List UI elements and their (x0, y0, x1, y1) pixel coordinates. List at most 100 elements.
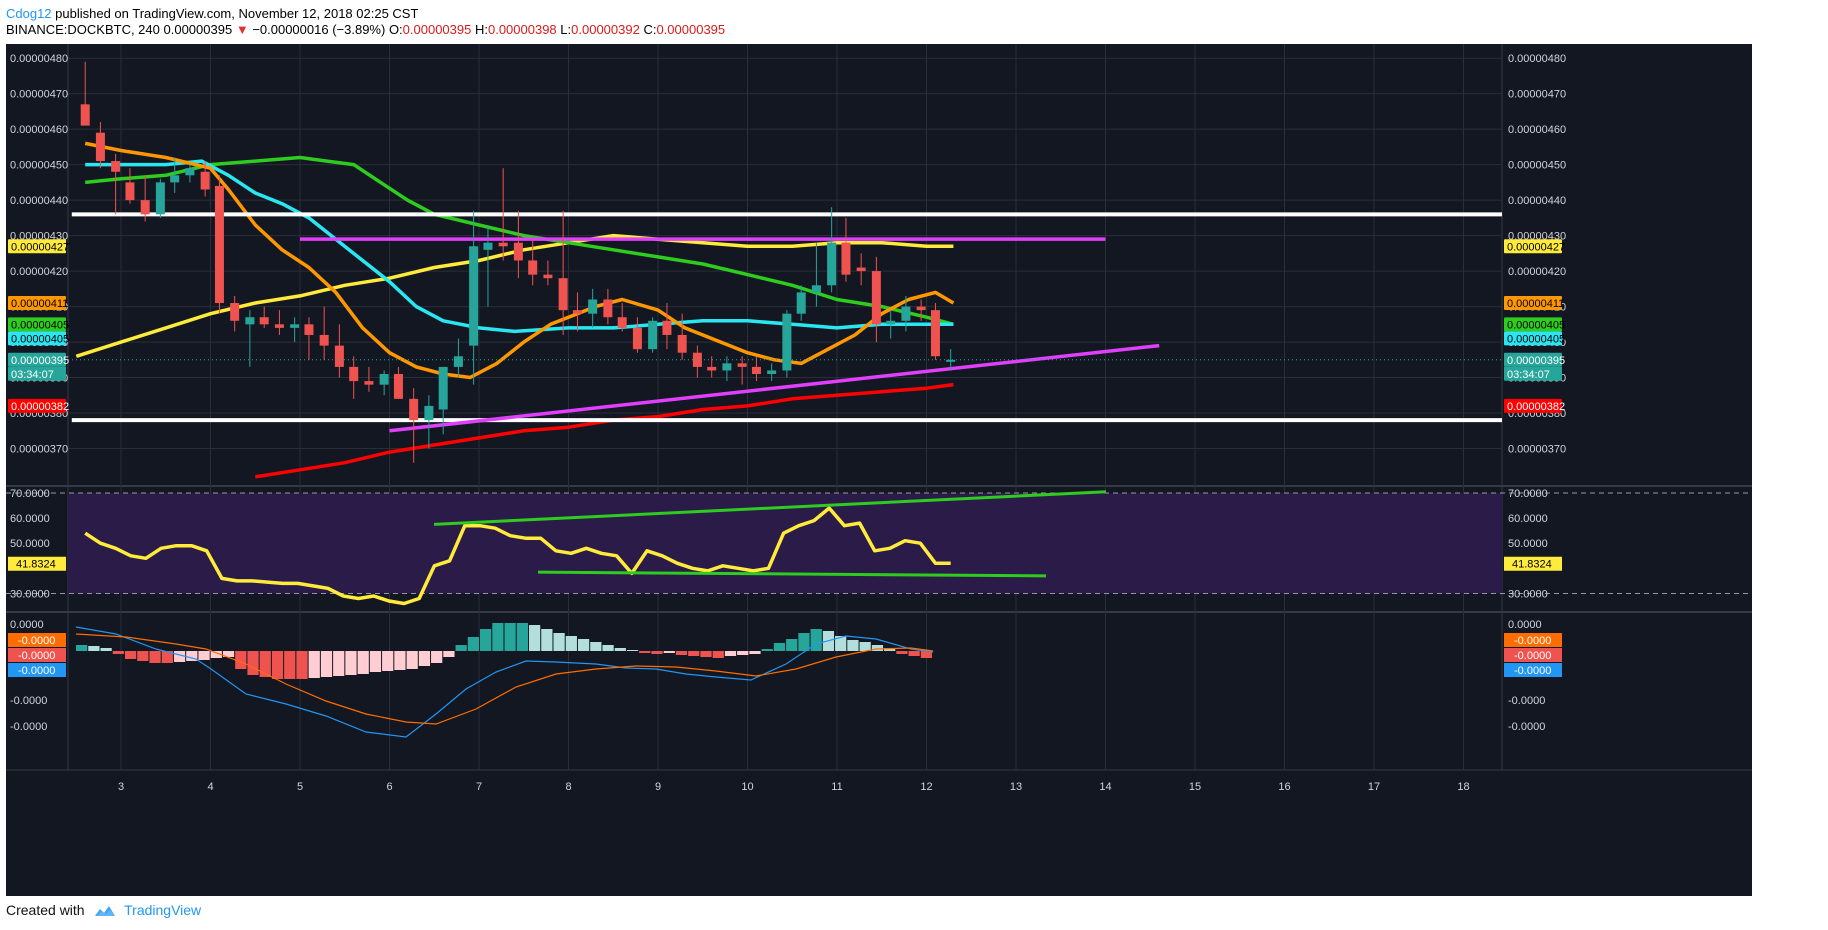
macd-histogram-bar (737, 651, 749, 655)
x-tick-label: 18 (1457, 781, 1469, 793)
macd-label-right: -0.0000 (1514, 650, 1551, 662)
macd-label-left-bg (8, 633, 66, 647)
macd-histogram-bar (369, 651, 382, 672)
macd-histogram-bar (100, 648, 112, 651)
moving-average-orange (84, 141, 955, 380)
macd-histogram-bar (186, 651, 198, 661)
published-text: published on TradingView.com, November 1… (51, 6, 419, 21)
macd-histogram-bar (847, 640, 859, 651)
macd-histogram-bar (161, 651, 173, 663)
chart-area[interactable]: 3 4 5 6 7 8 9 10 11 12 13 14 15 16 17 18 0.00000370 0.000… (6, 44, 1752, 896)
macd-tick-right: -0.0000 (1508, 721, 1545, 733)
macd-histogram-bar (222, 651, 235, 657)
price-label-right: 0.00000382 (1507, 401, 1565, 413)
publish-line: Cdog12 published on TradingView.com, Nov… (6, 6, 418, 21)
candle-body (170, 175, 180, 183)
price-label-right-bg (1504, 296, 1562, 311)
candle-body (513, 242, 523, 261)
candle-body (334, 345, 344, 367)
candle-body (901, 306, 911, 321)
candle-body (185, 168, 195, 176)
price-label-left-bg (8, 352, 66, 367)
x-tick-label: 3 (118, 781, 124, 793)
rsi-value-label-right-bg (1504, 556, 1562, 571)
macd-histogram-bar (896, 651, 908, 654)
candle-body (498, 242, 508, 247)
macd-histogram-bar (418, 651, 431, 666)
candle-body (767, 370, 777, 374)
y-tick-label-left: 0.00000370 (10, 444, 68, 456)
rsi-tick-left: 30.0000 (10, 588, 50, 600)
macd-histogram-bar (406, 651, 418, 669)
price-label-right: 0.00000405 (1507, 333, 1565, 345)
close-value: 0.00000395 (656, 22, 726, 37)
candle-body (692, 352, 702, 367)
macd-histogram-bar (688, 651, 700, 656)
moving-average-green (85, 155, 954, 326)
rsi-tick-left: 70.0000 (10, 488, 50, 500)
candle-body (871, 271, 881, 325)
macd-histogram-bar (749, 651, 761, 654)
x-tick-label: 16 (1278, 781, 1290, 793)
open-label: O: (388, 22, 403, 37)
candle-body (483, 242, 493, 250)
macd-tick-left: -0.0000 (10, 721, 47, 733)
price-label-right-bg (1504, 331, 1562, 346)
x-tick-label: 10 (741, 781, 753, 793)
x-tick-label: 14 (1099, 781, 1111, 793)
macd-histogram-bar (443, 651, 455, 657)
last-price: 0.00000395 (163, 22, 233, 37)
candle-body (543, 274, 553, 279)
macd-histogram-bar (590, 642, 602, 651)
candle-body (453, 356, 463, 367)
price-change: −0.00000016 (−3.89%) (252, 22, 386, 37)
candle-body (886, 320, 896, 325)
rsi-tick-left: 50.0000 (10, 538, 50, 550)
macd-label-right-bg (1504, 633, 1562, 647)
macd-histogram-bar (504, 623, 516, 651)
macd-histogram-bar (516, 623, 528, 651)
macd-histogram-bar (259, 651, 271, 677)
macd-histogram-bar (333, 651, 345, 676)
price-label-left-bg (8, 317, 66, 332)
rsi-tick-right: 50.0000 (1508, 538, 1548, 550)
chart-canvas[interactable]: 3 4 5 6 7 8 9 10 11 12 13 14 15 16 17 18 0.00000370 0.000… (6, 44, 1752, 896)
x-tick-label: 11 (831, 781, 842, 793)
low-value: 0.00000392 (571, 22, 640, 37)
macd-label-left-bg (8, 663, 66, 677)
rsi-tick-right: 30.0000 (1508, 588, 1548, 600)
y-tick-label-right: 0.00000460 (1508, 124, 1566, 136)
rsi-value-label-right: 41.8324 (1512, 559, 1552, 571)
x-tick-label: 9 (655, 781, 661, 793)
price-label-right: 03:34:07 (1507, 369, 1550, 381)
price-label-left-bg (8, 366, 66, 381)
candle-body (259, 317, 269, 325)
candle-body (379, 374, 389, 385)
macd-histogram-bar (651, 651, 663, 654)
macd-histogram-bar (235, 651, 247, 669)
rsi-band (68, 493, 1502, 594)
price-label-right-bg (1504, 352, 1562, 367)
macd-histogram-bar (173, 651, 186, 662)
macd-histogram-bar (884, 648, 896, 651)
macd-histogram-bar (639, 651, 651, 653)
macd-tick-right: 0.0000 (1508, 619, 1542, 631)
main-plot (71, 61, 1502, 479)
tradingview-link[interactable]: TradingView (124, 902, 202, 918)
y-tick-label-right: 0.00000420 (1508, 266, 1566, 278)
candle-body (751, 366, 761, 374)
author-link[interactable]: Cdog12 (6, 6, 52, 21)
macd-pane (75, 623, 934, 738)
macd-histogram-bar (198, 651, 210, 660)
rsi-value-label-left-bg (8, 556, 66, 571)
price-label-left: 0.00000395 (11, 355, 69, 367)
candle-body (796, 292, 806, 314)
price-label-left: 0.00000405 (11, 319, 69, 331)
candle-body (140, 200, 150, 215)
price-label-left-bg (8, 239, 66, 254)
macd-histogram-bar (724, 651, 737, 656)
macd-histogram-bar (663, 651, 675, 653)
macd-histogram-bar (76, 645, 88, 651)
candle-body (95, 132, 105, 162)
macd-histogram-bar (296, 651, 308, 679)
